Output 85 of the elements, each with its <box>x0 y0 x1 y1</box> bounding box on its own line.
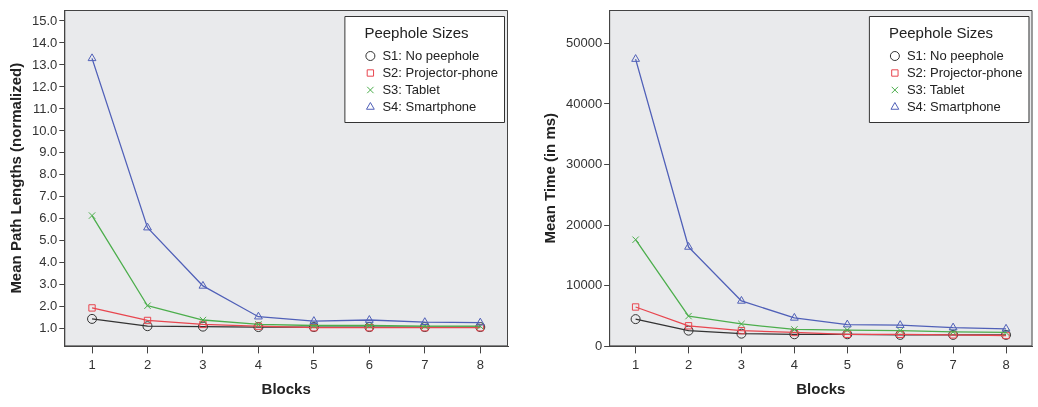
point <box>737 326 746 335</box>
point <box>143 222 152 231</box>
y-axis-title: Mean Time (in ms) <box>541 112 559 244</box>
point <box>631 303 640 311</box>
y-tick-label: 20000 <box>565 216 603 232</box>
point <box>631 54 641 62</box>
point <box>87 313 98 324</box>
point <box>630 314 641 325</box>
x-tick-label: 3 <box>199 356 207 372</box>
y-tick-label: 13.0 <box>31 56 58 72</box>
x-axis-title: Blocks <box>261 380 311 398</box>
y-axis-title: Mean Path Lengths (normalized) <box>7 62 25 294</box>
x-axis-title: Blocks <box>796 380 846 398</box>
y-tick-label: 8.0 <box>39 166 58 182</box>
y-tick-label: 2.0 <box>39 298 58 314</box>
point <box>683 325 694 336</box>
point <box>1001 323 1011 332</box>
y-tick-label: 4.0 <box>39 254 58 270</box>
y-tick-label: 9.0 <box>39 144 58 160</box>
x-tick-label: 7 <box>421 356 429 372</box>
legend-label: S2: Projector-phone <box>382 64 498 80</box>
point <box>87 53 97 62</box>
x-tick-label: 1 <box>631 356 640 372</box>
x-tick-label: 5 <box>310 356 318 372</box>
y-tick-label: 6.0 <box>39 210 58 226</box>
point <box>143 316 152 325</box>
x-tick-label: 2 <box>143 356 152 372</box>
x-tick-label: 8 <box>1002 356 1010 372</box>
x-tick-label: 4 <box>790 356 798 372</box>
point <box>896 326 904 335</box>
legend-label: S1: No peephole <box>906 47 1004 63</box>
y-tick-label: 1.0 <box>39 320 58 336</box>
y-tick-label: 50000 <box>565 34 603 50</box>
legend-label: S2: Projector-phone <box>906 64 1023 80</box>
point <box>684 242 693 250</box>
x-tick-label: 1 <box>88 356 96 372</box>
point <box>142 321 153 332</box>
point <box>199 316 207 324</box>
y-tick-label: 10000 <box>565 277 603 293</box>
y-tick-label: 0 <box>594 337 603 353</box>
legend-label: S3: Tablet <box>906 81 965 97</box>
point <box>420 317 430 325</box>
point <box>737 320 746 328</box>
point <box>737 295 746 304</box>
x-tick-label: 5 <box>843 356 851 372</box>
legend-title: Peephole Sizes <box>364 24 469 42</box>
x-tick-label: 4 <box>254 356 263 372</box>
point <box>88 211 96 220</box>
y-tick-label: 40000 <box>565 95 603 111</box>
point <box>88 304 96 312</box>
legend-label: S4: Smartphone <box>382 98 477 114</box>
point <box>948 322 958 331</box>
y-tick-label: 7.0 <box>39 188 58 204</box>
legend-label: S4: Smartphone <box>906 98 1001 114</box>
y-tick-label: 3.0 <box>39 276 58 292</box>
point <box>843 326 851 334</box>
legend-label: S1: No peephole <box>382 47 480 63</box>
y-tick-label: 10.0 <box>31 122 58 138</box>
x-tick-label: 6 <box>896 356 904 372</box>
point <box>143 302 152 310</box>
y-tick-label: 11.0 <box>32 100 58 116</box>
legend-label: S3: Tablet <box>382 81 441 97</box>
point <box>842 319 852 328</box>
point <box>789 312 799 321</box>
x-tick-label: 6 <box>365 356 373 372</box>
point <box>895 320 905 328</box>
x-tick-label: 3 <box>737 356 746 372</box>
point <box>684 312 693 320</box>
y-tick-label: 30000 <box>565 156 603 172</box>
y-tick-label: 5.0 <box>39 232 58 248</box>
point <box>475 317 485 326</box>
point <box>631 236 640 244</box>
y-tick-label: 15.0 <box>31 12 58 28</box>
y-tick-label: 12.0 <box>31 78 58 94</box>
point <box>736 328 747 339</box>
point <box>198 280 208 289</box>
point <box>684 322 693 330</box>
point <box>254 311 263 320</box>
x-tick-label: 2 <box>684 356 693 372</box>
y-tick-label: 14.0 <box>31 34 58 50</box>
x-tick-label: 8 <box>476 356 484 372</box>
point <box>364 315 374 323</box>
x-tick-label: 7 <box>949 356 957 372</box>
point <box>309 316 319 324</box>
legend-title: Peephole Sizes <box>888 24 994 42</box>
